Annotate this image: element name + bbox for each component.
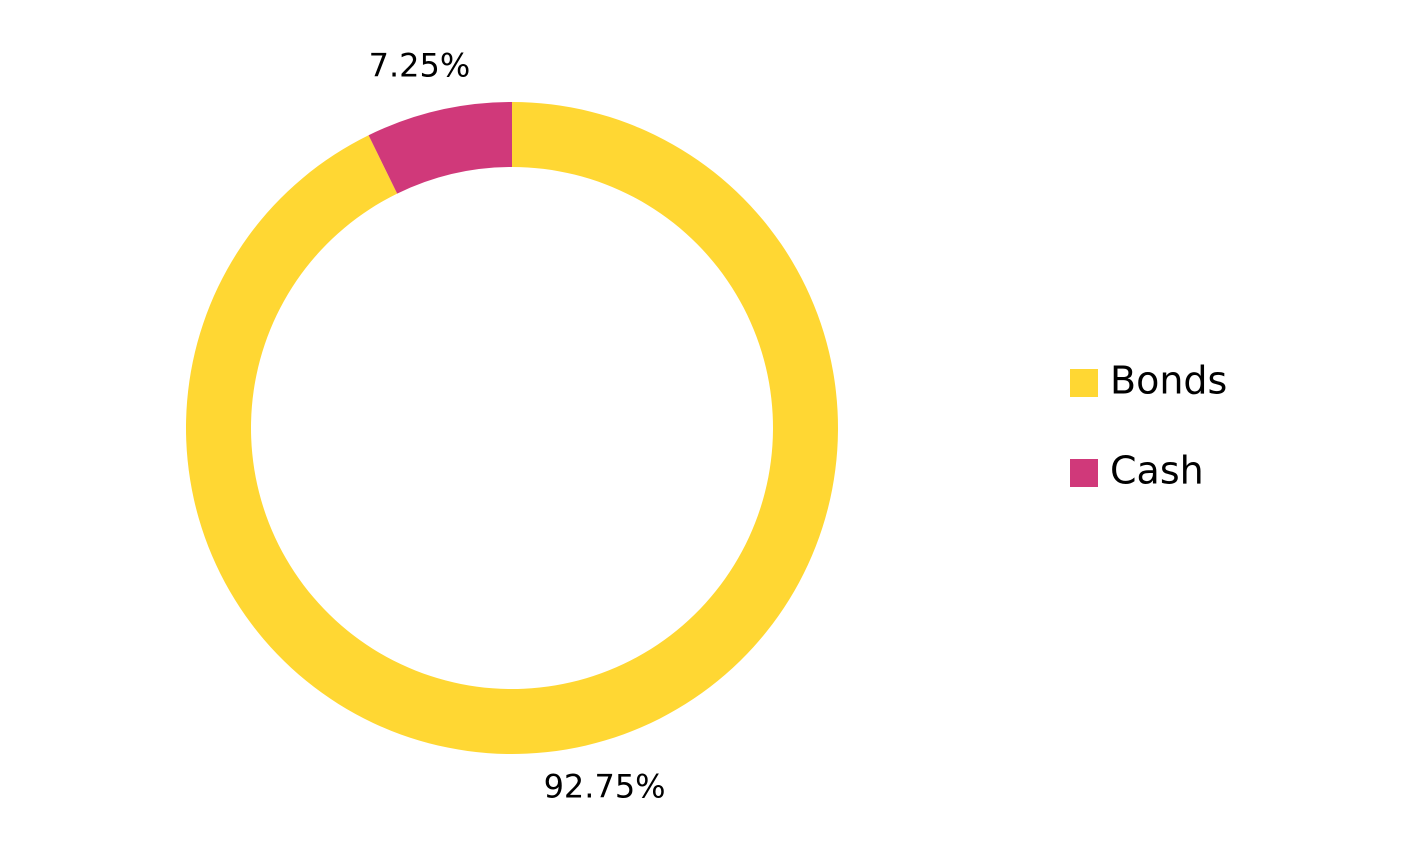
- legend-label: Cash: [1110, 449, 1204, 493]
- legend-label: Bonds: [1110, 359, 1227, 403]
- legend-swatch: [1070, 369, 1098, 397]
- donut-segment: [186, 102, 839, 754]
- value-label: 92.75%: [544, 767, 666, 805]
- legend-swatch: [1070, 459, 1098, 487]
- value-label: 7.25%: [369, 47, 471, 85]
- donut-segment: [368, 102, 512, 194]
